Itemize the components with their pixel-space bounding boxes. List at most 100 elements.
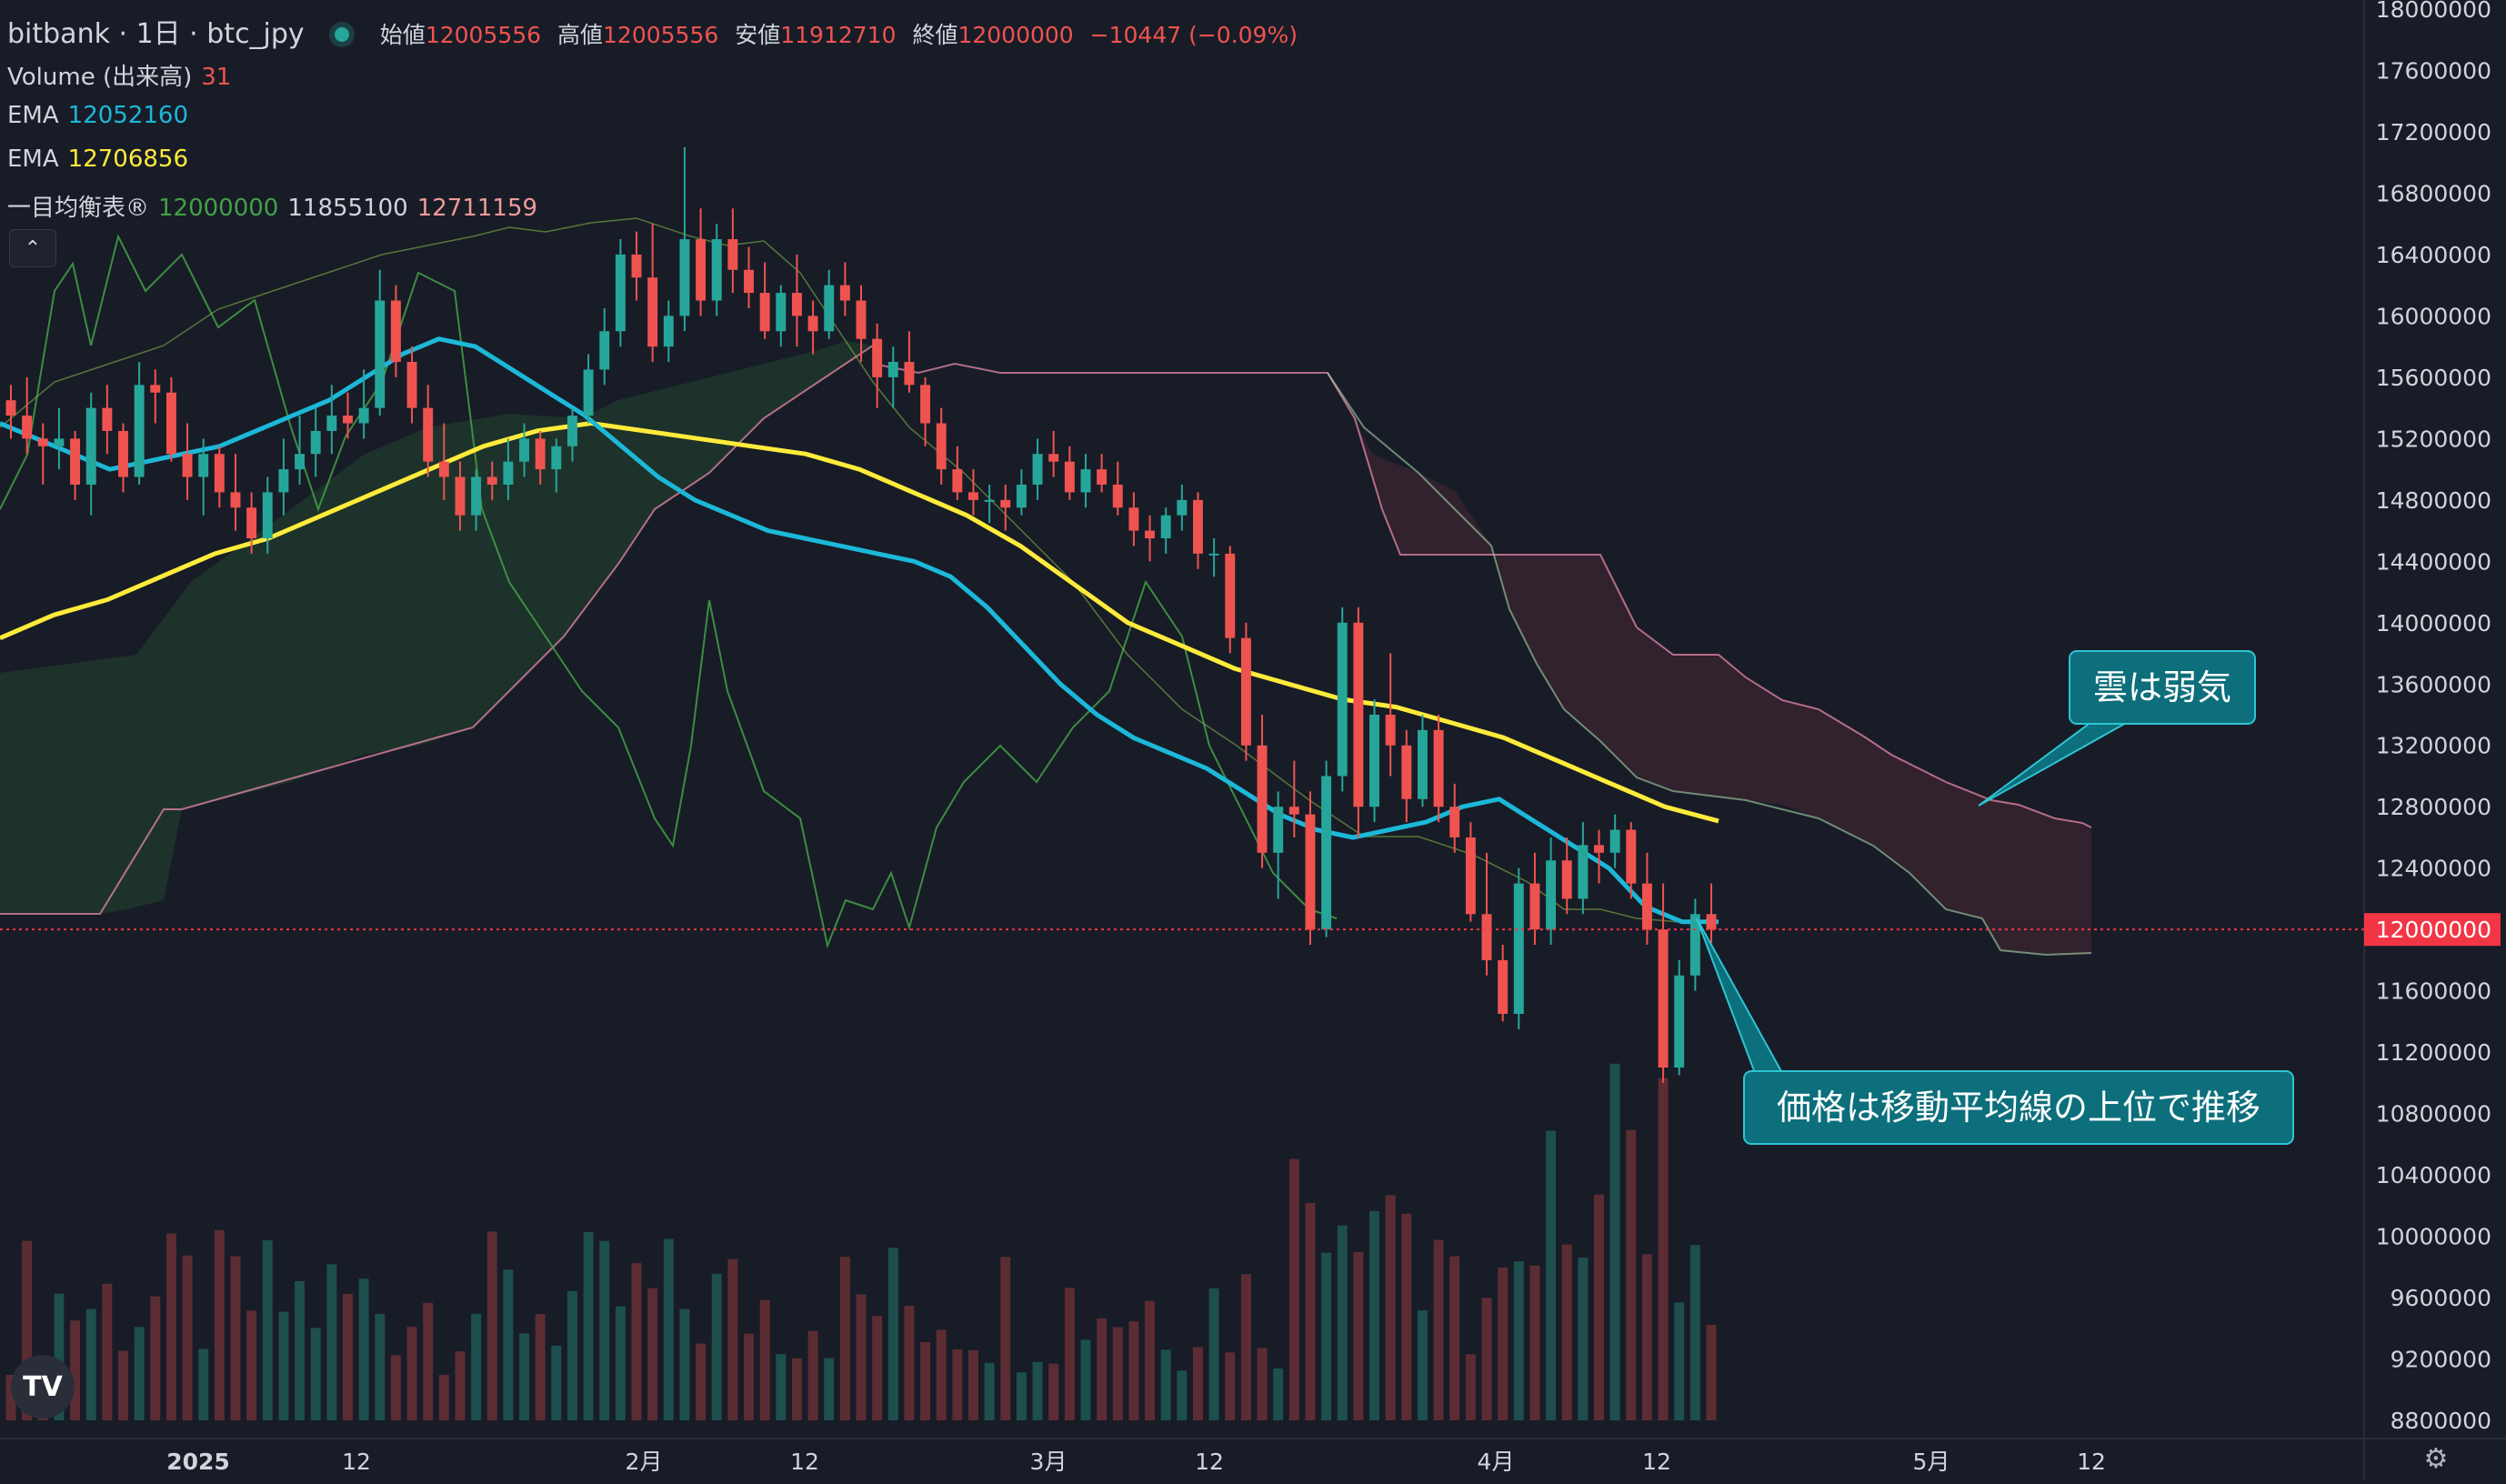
candle[interactable]: [246, 492, 257, 554]
candle[interactable]: [952, 446, 963, 500]
candle[interactable]: [535, 430, 546, 485]
candle[interactable]: [471, 469, 482, 531]
candle[interactable]: [326, 385, 337, 455]
candle[interactable]: [1689, 898, 1700, 991]
candle[interactable]: [390, 285, 401, 377]
candle[interactable]: [375, 269, 386, 416]
candle[interactable]: [1353, 607, 1364, 837]
candle[interactable]: [1080, 454, 1091, 508]
candle[interactable]: [1465, 822, 1476, 922]
candle[interactable]: [1257, 715, 1268, 868]
candle[interactable]: [134, 362, 145, 485]
candle[interactable]: [406, 346, 417, 424]
ema-slow-legend[interactable]: EMA 12706856: [7, 145, 197, 173]
candle[interactable]: [631, 231, 642, 301]
ema-fast-legend[interactable]: EMA 12052160: [7, 102, 197, 129]
candle[interactable]: [503, 438, 514, 500]
candle[interactable]: [1369, 699, 1379, 823]
candle[interactable]: [1594, 829, 1604, 884]
candle[interactable]: [1288, 760, 1299, 837]
candle[interactable]: [1128, 492, 1139, 546]
candle[interactable]: [776, 285, 787, 347]
candle[interactable]: [70, 430, 81, 500]
candle[interactable]: [1193, 492, 1203, 569]
candle[interactable]: [1529, 852, 1540, 946]
candle[interactable]: [423, 385, 434, 477]
candle[interactable]: [102, 385, 113, 455]
candle[interactable]: [551, 438, 562, 493]
candle[interactable]: [1674, 959, 1685, 1076]
candle[interactable]: [1177, 484, 1188, 531]
volume-legend[interactable]: Volume (出来高) 31: [7, 58, 240, 92]
candle[interactable]: [856, 285, 867, 362]
candle[interactable]: [1658, 883, 1669, 1083]
candle[interactable]: [696, 208, 707, 316]
candle[interactable]: [1578, 822, 1589, 915]
candle[interactable]: [1706, 883, 1717, 943]
candle[interactable]: [182, 423, 193, 500]
candle[interactable]: [1305, 791, 1316, 946]
candle[interactable]: [599, 307, 610, 386]
candle[interactable]: [711, 224, 722, 316]
symbol-title[interactable]: bitbank · 1日 · btc_jpy: [7, 18, 305, 50]
ichimoku-legend[interactable]: 一目均衡表® 12000000 11855100 12711159: [7, 189, 546, 223]
candle[interactable]: [1321, 760, 1332, 938]
candle[interactable]: [22, 376, 33, 455]
candle[interactable]: [1481, 852, 1492, 976]
tradingview-logo-icon[interactable]: TV: [11, 1355, 75, 1419]
candle[interactable]: [1513, 867, 1524, 1029]
candle[interactable]: [1561, 837, 1572, 915]
candle[interactable]: [727, 208, 738, 294]
candle[interactable]: [1097, 454, 1108, 493]
candle[interactable]: [936, 407, 947, 485]
candle[interactable]: [1032, 438, 1043, 500]
candle[interactable]: [278, 438, 289, 516]
candle[interactable]: [647, 224, 658, 362]
candle[interactable]: [839, 262, 850, 316]
candle[interactable]: [1240, 622, 1251, 761]
candle[interactable]: [54, 407, 65, 470]
candle[interactable]: [1417, 715, 1428, 807]
candle[interactable]: [1401, 729, 1412, 823]
candle[interactable]: [1208, 538, 1219, 577]
candle[interactable]: [1048, 430, 1059, 477]
candle[interactable]: [759, 262, 770, 339]
candle[interactable]: [455, 461, 466, 531]
candle[interactable]: [583, 354, 594, 424]
candle[interactable]: [872, 323, 883, 408]
candle[interactable]: [1626, 822, 1637, 899]
candle[interactable]: [198, 438, 209, 516]
candle[interactable]: [807, 300, 818, 355]
candle[interactable]: [262, 476, 273, 554]
candle[interactable]: [150, 369, 161, 424]
candle[interactable]: [744, 246, 754, 308]
candle[interactable]: [679, 146, 690, 332]
annotation-bearish-cloud[interactable]: 雲は弱気: [1978, 650, 2256, 807]
candle[interactable]: [1449, 783, 1460, 853]
candle[interactable]: [118, 423, 128, 493]
gear-icon[interactable]: ⚙: [2423, 1443, 2449, 1475]
candle[interactable]: [1609, 814, 1620, 868]
candle[interactable]: [887, 346, 898, 408]
candle[interactable]: [486, 461, 497, 500]
candle[interactable]: [85, 392, 96, 516]
candle[interactable]: [214, 446, 225, 508]
candle[interactable]: [1112, 461, 1123, 516]
candle[interactable]: [904, 331, 915, 393]
candle[interactable]: [566, 407, 577, 462]
annotation-price-above-ma[interactable]: 価格は移動平均線の上位で推移: [1696, 917, 2294, 1145]
candle[interactable]: [968, 469, 978, 516]
candle[interactable]: [984, 484, 995, 524]
candle[interactable]: [1641, 852, 1652, 946]
candle[interactable]: [1225, 546, 1236, 654]
candle[interactable]: [1498, 945, 1509, 1022]
candle[interactable]: [438, 423, 449, 500]
candle[interactable]: [920, 376, 931, 446]
candle[interactable]: [663, 300, 674, 362]
candle[interactable]: [295, 416, 306, 485]
candle[interactable]: [1546, 837, 1557, 946]
collapse-legend-button[interactable]: ⌃: [9, 229, 56, 267]
candle[interactable]: [791, 254, 802, 347]
